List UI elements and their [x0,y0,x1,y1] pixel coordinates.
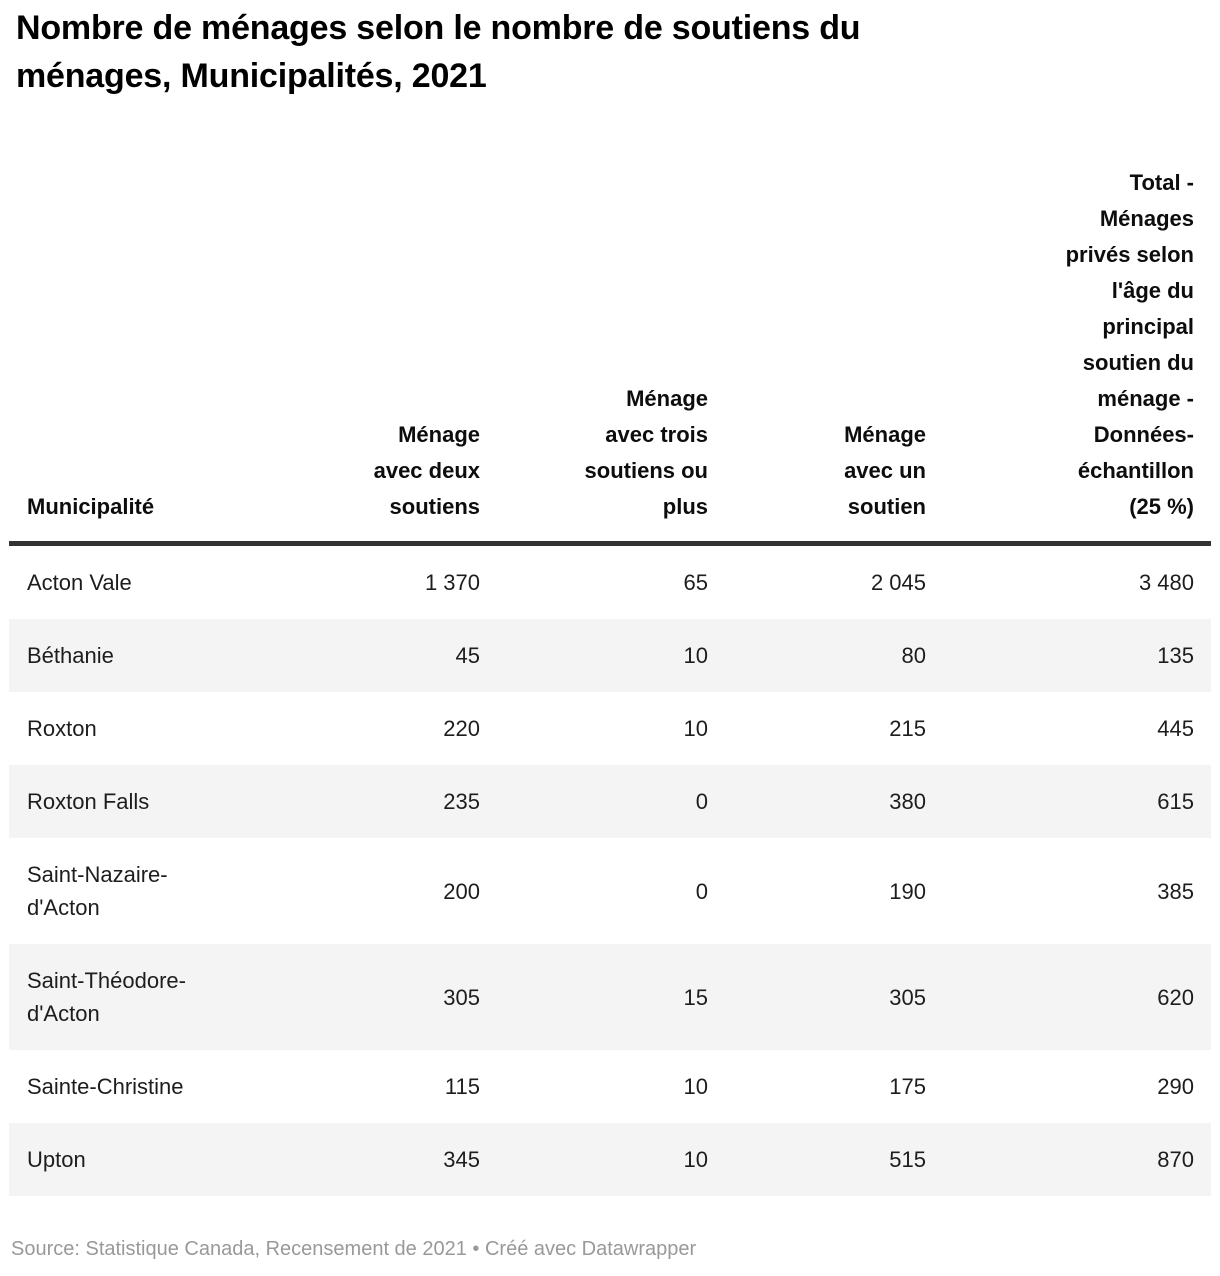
value-cell: 615 [1157,789,1194,814]
table-row: Roxton Falls 235 0 380 615 [9,765,1211,838]
value-cell: 10 [683,1147,708,1172]
value-cell: 215 [889,716,926,741]
value-cell: 15 [683,984,708,1010]
table-header: Municipalité Ménage avec deux soutiens M… [9,165,1211,546]
value-cell: 0 [695,878,708,904]
municipality-cell: Roxton Falls [27,789,150,814]
value-cell: 305 [889,984,926,1010]
value-cell: 175 [889,1074,926,1099]
value-cell: 65 [683,570,708,595]
value-cell: 515 [889,1147,926,1172]
table-body: Acton Vale 1 370 65 2 045 3 480 Béthanie… [9,544,1211,1196]
value-cell: 345 [443,1147,480,1172]
datawrapper-table-page: Nombre de ménages selon le nombre de sou… [0,4,1220,1276]
value-cell: 190 [889,878,926,904]
table-row: Béthanie 45 10 80 135 [9,619,1211,692]
value-cell: 10 [683,1074,708,1099]
header-row: Municipalité Ménage avec deux soutiens M… [9,165,1211,546]
page-title: Nombre de ménages selon le nombre de sou… [16,9,861,95]
municipality-cell: Saint-Théodore- d'Acton [27,968,186,1026]
value-cell: 80 [901,643,926,668]
value-cell: 445 [1157,716,1194,741]
column-header-total: Total - Ménages privés selon l'âge du pr… [943,165,1211,546]
table-row: Sainte-Christine 115 10 175 290 [9,1050,1211,1123]
value-cell: 385 [1157,878,1194,904]
value-cell: 115 [444,1074,480,1099]
value-cell: 1 370 [424,570,480,595]
column-header-three-plus-supports: Ménage avec trois soutiens ou plus [497,165,725,546]
value-cell: 10 [683,716,708,741]
data-table: Municipalité Ménage avec deux soutiens M… [9,165,1211,1196]
municipality-cell: Roxton [27,716,97,741]
table-row: Saint-Théodore- d'Acton 305 15 305 620 [9,944,1211,1050]
value-cell: 220 [443,716,480,741]
source-attribution: Source: Statistique Canada, Recensement … [11,1238,697,1260]
municipality-cell: Sainte-Christine [27,1074,184,1099]
value-cell: 2 045 [870,570,926,595]
value-cell: 135 [1157,643,1194,668]
value-cell: 305 [443,984,480,1010]
table-row: Saint-Nazaire- d'Acton 200 0 190 385 [9,838,1211,944]
value-cell: 0 [695,789,708,814]
municipality-cell: Béthanie [27,643,114,668]
column-header-two-supports: Ménage avec deux soutiens [289,165,497,546]
value-cell: 380 [889,789,926,814]
value-cell: 200 [443,878,480,904]
table-row: Acton Vale 1 370 65 2 045 3 480 [9,544,1211,620]
column-header-one-support: Ménage avec un soutien [725,165,943,546]
value-cell: 3 480 [1138,570,1194,595]
value-cell: 235 [443,789,480,814]
value-cell: 45 [455,643,480,668]
value-cell: 10 [683,643,708,668]
value-cell: 620 [1157,984,1194,1010]
table-row: Upton 345 10 515 870 [9,1123,1211,1196]
value-cell: 290 [1157,1074,1194,1099]
municipality-cell: Saint-Nazaire- d'Acton [27,862,168,920]
table-row: Roxton 220 10 215 445 [9,692,1211,765]
value-cell: 870 [1157,1147,1194,1172]
municipality-cell: Acton Vale [27,570,132,595]
municipality-cell: Upton [27,1147,86,1172]
column-header-municipality: Municipalité [9,165,289,546]
